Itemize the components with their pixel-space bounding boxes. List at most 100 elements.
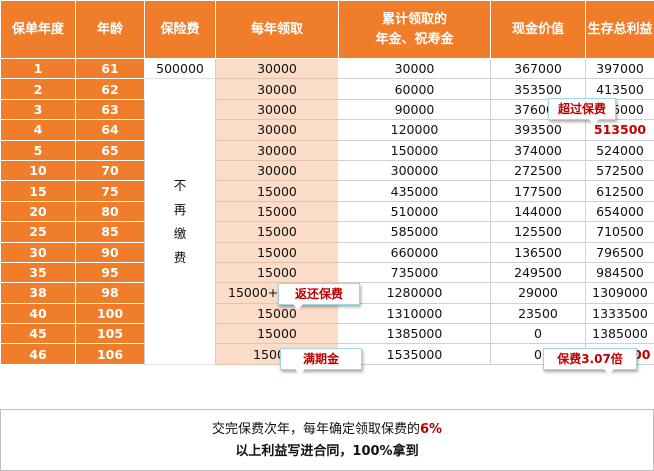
total-benefit-cell: 1333500: [585, 302, 654, 325]
header-accumulated-line2: 年金、祝寿金: [375, 31, 454, 47]
table-row: 25 85 15000 585000 125500 710500: [0, 221, 654, 243]
total-benefit-cell: 710500: [585, 221, 654, 243]
year-cell: 3: [0, 98, 76, 121]
accumulated-cell: 60000: [338, 78, 491, 100]
header-total-benefit: 生存总利益: [585, 0, 654, 59]
header-annual-payout: 每年领取: [215, 0, 339, 59]
cash-value-cell: 136500: [490, 241, 586, 263]
annual-cell: 15000: [215, 261, 339, 284]
total-benefit-cell: 654000: [585, 200, 654, 223]
cash-value-cell: 29000: [490, 282, 586, 304]
cash-value-cell: 393500: [490, 119, 586, 141]
cash-value-cell: 177500: [490, 180, 586, 202]
callout-exceed-premium: 超过保费: [548, 98, 616, 125]
year-cell: 40: [0, 302, 76, 325]
accumulated-cell: 120000: [338, 119, 491, 141]
total-benefit-cell: 413500: [585, 78, 654, 100]
table-row: 15 75 15000 435000 177500 612500: [0, 180, 654, 202]
cash-value-cell: 23500: [490, 302, 586, 325]
age-cell: 98: [75, 282, 145, 304]
table-row: 30 90 15000 660000 136500 796500: [0, 241, 654, 263]
age-cell: 70: [75, 159, 145, 182]
table-row: 1 61 500000 30000 30000 367000 397000: [0, 57, 654, 80]
accumulated-cell: 735000: [338, 261, 491, 284]
table-row: 45 105 15000 1385000 0 1385000: [0, 323, 654, 345]
no-further-payment-cell: 不 再 缴 费: [144, 78, 216, 365]
header-accumulated-line1: 累计领取的: [381, 11, 447, 27]
total-benefit-cell: 1385000: [585, 323, 654, 345]
table-row: 2 62 不 再 缴 费 30000 60000 353500 413500: [0, 78, 654, 365]
cash-value-cell: 249500: [490, 261, 586, 284]
accumulated-cell: 1535000: [338, 343, 491, 365]
total-benefit-cell: 612500: [585, 180, 654, 202]
header-premium: 保险费: [144, 0, 216, 59]
year-cell: 35: [0, 261, 76, 284]
callout-return-premium-label: 返还保费: [294, 287, 343, 301]
header-accumulated: 累计领取的 年金、祝寿金: [338, 0, 491, 59]
premium-cell: 500000: [144, 57, 216, 80]
age-cell: 85: [75, 221, 145, 243]
footer-line-1: 交完保费次年，每年确定领取保费的6%: [1, 420, 653, 440]
year-cell: 45: [0, 323, 76, 345]
accumulated-cell: 435000: [338, 180, 491, 202]
no-payment-char: 再: [173, 201, 187, 217]
callout-pointer: [295, 369, 305, 375]
year-cell: 1: [0, 57, 76, 80]
annual-cell: 15000: [215, 302, 339, 325]
year-cell: 2: [0, 78, 76, 100]
footer-line-1-text: 交完保费次年，每年确定领取保费的: [211, 422, 420, 437]
table-row: 5 65 30000 150000 374000 524000: [0, 139, 654, 161]
age-cell: 62: [75, 78, 145, 100]
callout-pointer: [589, 119, 599, 125]
age-cell: 65: [75, 139, 145, 161]
year-cell: 25: [0, 221, 76, 243]
year-cell: 4: [0, 119, 76, 141]
year-cell: 46: [0, 343, 76, 365]
callout-pointer: [293, 304, 303, 310]
age-cell: 106: [75, 343, 145, 365]
year-cell: 38: [0, 282, 76, 304]
total-benefit-cell: 524000: [585, 139, 654, 161]
annual-cell: 30000: [215, 159, 339, 182]
total-benefit-cell: 796500: [585, 241, 654, 263]
footer-note: 交完保费次年，每年确定领取保费的6% 以上利益写进合同，100%拿到: [0, 409, 654, 471]
table-row: 4 64 30000 120000 393500 513500: [0, 119, 654, 141]
cash-value-cell: 0: [490, 323, 586, 345]
callout-maturity-benefit: 满期金: [280, 348, 362, 375]
cash-value-cell: 374000: [490, 139, 586, 161]
accumulated-cell: 30000: [338, 57, 491, 80]
age-cell: 61: [75, 57, 145, 80]
table-row: 40 100 15000 1310000 23500 1333500: [0, 302, 654, 325]
no-payment-char: 缴: [173, 225, 187, 241]
accumulated-cell: 1385000: [338, 323, 491, 345]
annual-cell: 30000: [215, 98, 339, 121]
annual-cell: 15000: [215, 180, 339, 202]
table-row: 10 70 30000 300000 272500 572500: [0, 159, 654, 182]
year-cell: 20: [0, 200, 76, 223]
accumulated-cell: 585000: [338, 221, 491, 243]
no-payment-char: 不: [173, 177, 187, 193]
accumulated-cell: 1280000: [338, 282, 491, 304]
age-cell: 63: [75, 98, 145, 121]
footer-line-2: 以上利益写进合同，100%拿到: [235, 444, 419, 459]
callout-return-premium: 返还保费: [278, 283, 360, 310]
callout-premium-multiple-label: 保费3.07倍: [557, 352, 623, 366]
cash-value-cell: 367000: [490, 57, 586, 80]
total-benefit-cell: 572500: [585, 159, 654, 182]
year-cell: 30: [0, 241, 76, 263]
callout-premium-multiple: 保费3.07倍: [543, 348, 637, 375]
cash-value-cell: 144000: [490, 200, 586, 223]
age-cell: 75: [75, 180, 145, 202]
annual-cell: 30000: [215, 119, 339, 141]
benefit-table: 保单年度 年龄 保险费 每年领取 累计领取的 年金、祝寿金 现金价值 生存总利益…: [0, 0, 654, 365]
accumulated-cell: 90000: [338, 98, 491, 121]
callout-exceed-premium-label: 超过保费: [557, 102, 606, 116]
annual-cell: 30000: [215, 57, 339, 80]
age-cell: 95: [75, 261, 145, 284]
cash-value-cell: 272500: [490, 159, 586, 182]
cash-value-cell: 125500: [490, 221, 586, 243]
footer-rate: 6%: [419, 422, 443, 437]
age-cell: 105: [75, 323, 145, 345]
age-cell: 80: [75, 200, 145, 223]
header-policy-year: 保单年度: [0, 0, 76, 59]
